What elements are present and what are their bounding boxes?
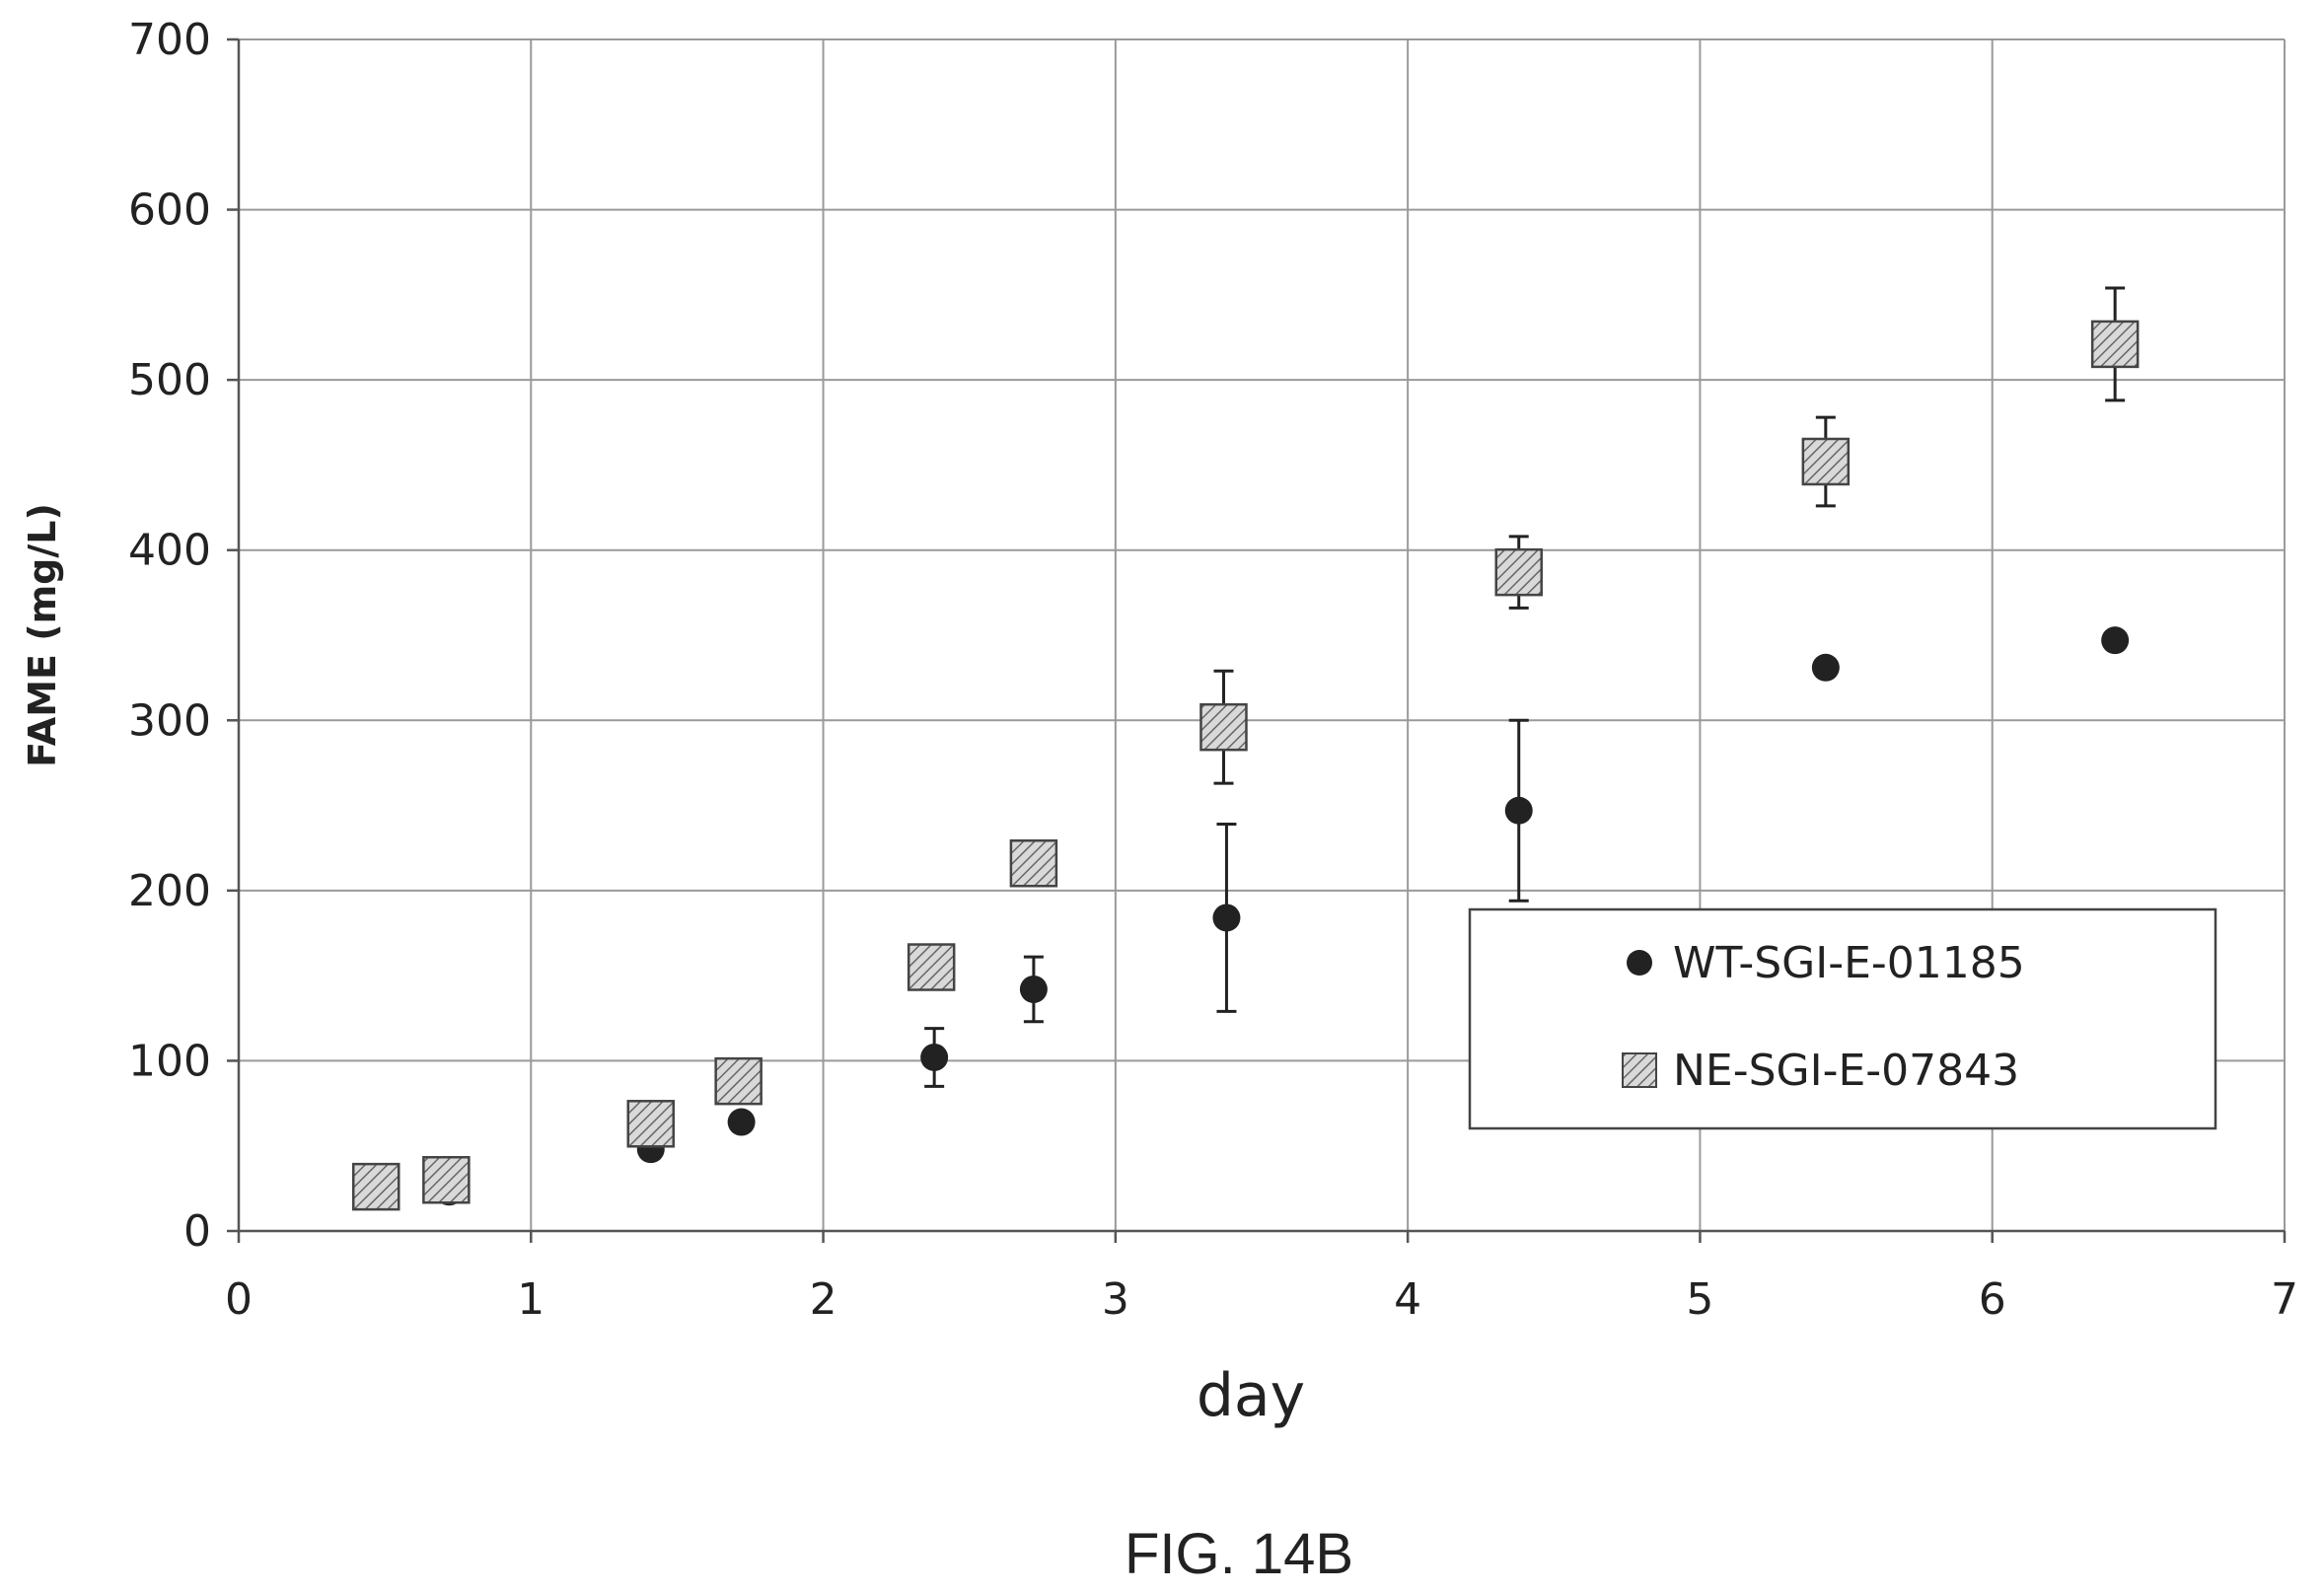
wt-data-point bbox=[1212, 904, 1241, 932]
ne-data-point bbox=[1801, 437, 1851, 486]
y-tick-label: 300 bbox=[128, 695, 211, 746]
ne-data-point bbox=[352, 1162, 400, 1211]
wt-data-point bbox=[1811, 653, 1840, 682]
ne-data-point bbox=[626, 1100, 676, 1148]
ne-data-point bbox=[2090, 320, 2140, 369]
y-axis-title: FAME (mg/L) bbox=[21, 503, 64, 767]
x-tick-label: 4 bbox=[1394, 1274, 1421, 1325]
x-tick-label: 5 bbox=[1686, 1274, 1713, 1325]
legend: WT-SGI-E-01185 NE-SGI-E-07843 bbox=[1468, 907, 2217, 1130]
y-tick-label: 500 bbox=[128, 355, 211, 405]
wt-data-point bbox=[2101, 626, 2130, 655]
x-tick-label: 0 bbox=[225, 1274, 253, 1325]
ne-data-point bbox=[422, 1155, 471, 1204]
data-points bbox=[352, 320, 2140, 1211]
ne-data-point bbox=[1009, 838, 1058, 888]
x-axis-title: day bbox=[1197, 1361, 1305, 1430]
wt-data-point bbox=[920, 1043, 949, 1071]
x-tick-label: 6 bbox=[1979, 1274, 2006, 1325]
y-tick-label: 0 bbox=[183, 1206, 211, 1257]
legend-label-ne: NE-SGI-E-07843 bbox=[1673, 1046, 2019, 1096]
y-tick-label: 700 bbox=[128, 15, 211, 65]
legend-label-wt: WT-SGI-E-01185 bbox=[1673, 938, 2025, 988]
x-tick-label: 7 bbox=[2271, 1274, 2298, 1325]
tick-labels: 0 100 200 300 400 500 600 700 0 1 2 3 4 5 6 7 bbox=[128, 15, 2298, 1325]
axes bbox=[227, 37, 2287, 1243]
ne-data-point bbox=[1494, 547, 1543, 597]
wt-data-point bbox=[1019, 975, 1048, 1003]
wt-data-point bbox=[1504, 796, 1533, 825]
x-tick-label: 2 bbox=[810, 1274, 837, 1325]
ne-data-point bbox=[714, 1056, 763, 1106]
x-tick-label: 3 bbox=[1102, 1274, 1129, 1325]
ne-data-point bbox=[1199, 702, 1248, 752]
x-tick-label: 1 bbox=[517, 1274, 545, 1325]
legend-box bbox=[1468, 907, 2217, 1130]
y-tick-label: 400 bbox=[128, 526, 211, 576]
figure-label: FIG. 14B bbox=[1125, 1522, 1353, 1586]
y-tick-label: 200 bbox=[128, 866, 211, 916]
y-tick-label: 600 bbox=[128, 185, 211, 236]
legend-marker-wt bbox=[1627, 950, 1652, 976]
y-tick-label: 100 bbox=[128, 1036, 211, 1086]
wt-data-point bbox=[727, 1108, 756, 1136]
legend-marker-ne bbox=[1622, 1052, 1657, 1088]
ne-data-point bbox=[907, 943, 956, 991]
